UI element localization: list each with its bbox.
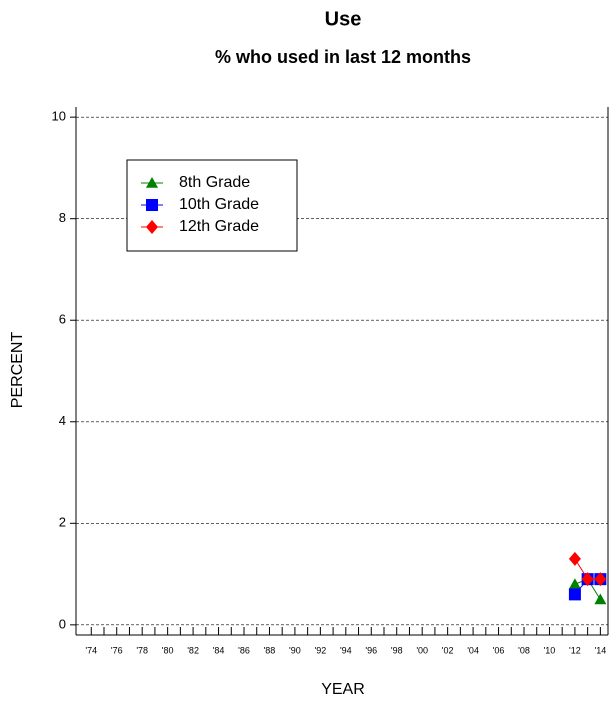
marker bbox=[146, 177, 158, 188]
marker bbox=[146, 199, 158, 211]
x-tick-label: '94 bbox=[340, 645, 352, 655]
x-tick-label: '86 bbox=[238, 645, 250, 655]
legend-label: 12th Grade bbox=[179, 218, 259, 235]
x-tick-label: '74 bbox=[85, 645, 97, 655]
x-tick-label: '06 bbox=[493, 645, 505, 655]
x-axis-label: YEAR bbox=[321, 681, 365, 698]
y-tick-label: 6 bbox=[59, 312, 66, 327]
x-tick-label: '76 bbox=[111, 645, 123, 655]
chart-subtitle: % who used in last 12 months bbox=[215, 47, 471, 67]
y-tick-label: 10 bbox=[52, 109, 66, 124]
x-tick-label: '12 bbox=[569, 645, 581, 655]
marker bbox=[146, 220, 158, 234]
y-tick-label: 8 bbox=[59, 210, 66, 225]
marker bbox=[568, 578, 581, 590]
marker bbox=[594, 572, 607, 587]
y-tick-label: 4 bbox=[59, 413, 66, 428]
legend-label: 8th Grade bbox=[179, 174, 250, 191]
x-tick-label: '88 bbox=[264, 645, 276, 655]
x-tick-label: '78 bbox=[136, 645, 148, 655]
x-tick-label: '96 bbox=[365, 645, 377, 655]
x-tick-label: '14 bbox=[594, 645, 606, 655]
x-tick-label: '82 bbox=[187, 645, 199, 655]
x-tick-label: '08 bbox=[518, 645, 530, 655]
x-tick-label: '02 bbox=[442, 645, 454, 655]
x-tick-label: '92 bbox=[314, 645, 326, 655]
y-tick-label: 2 bbox=[59, 515, 66, 530]
marker bbox=[568, 551, 581, 566]
marker bbox=[568, 588, 581, 601]
x-tick-label: '10 bbox=[544, 645, 556, 655]
legend-label: 10th Grade bbox=[179, 196, 259, 213]
x-tick-label: '04 bbox=[467, 645, 479, 655]
chart-title: Use bbox=[325, 8, 362, 30]
x-tick-label: '80 bbox=[162, 645, 174, 655]
x-tick-label: '98 bbox=[391, 645, 403, 655]
marker bbox=[581, 572, 594, 587]
y-tick-label: 0 bbox=[59, 616, 66, 631]
marker bbox=[594, 593, 607, 605]
x-tick-label: '84 bbox=[213, 645, 225, 655]
y-axis-label: PERCENT bbox=[9, 332, 26, 409]
x-tick-label: '00 bbox=[416, 645, 428, 655]
x-tick-label: '90 bbox=[289, 645, 301, 655]
